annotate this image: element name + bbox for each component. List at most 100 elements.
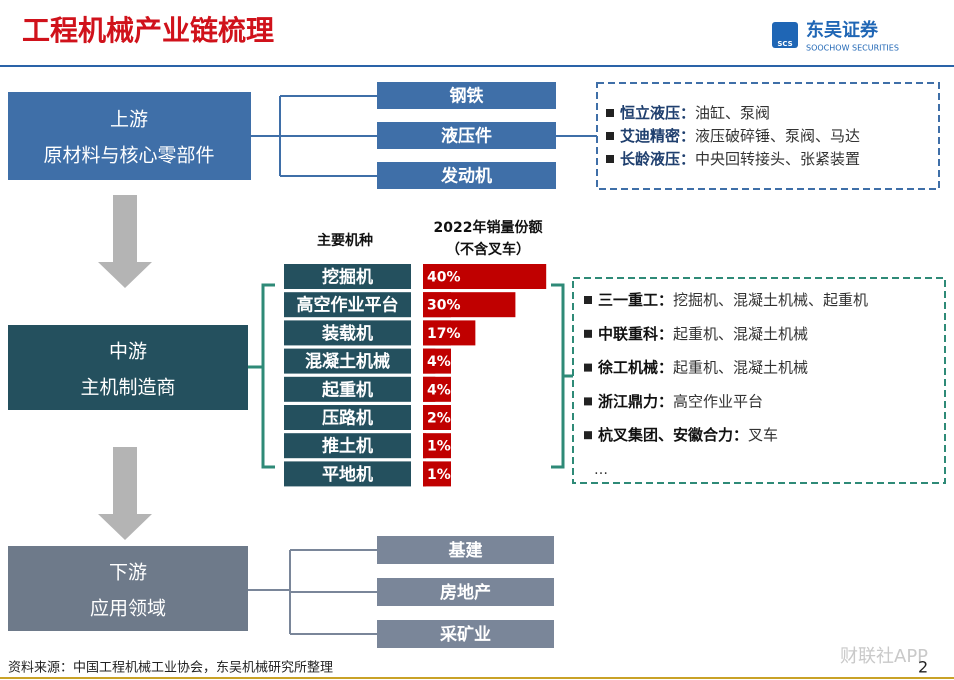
midstream-company: 三一重工：挖掘机、混凝土机械、起重机 bbox=[598, 291, 868, 309]
share-note: （不含叉车） bbox=[446, 241, 530, 258]
downstream-item-box bbox=[377, 620, 554, 648]
machine-label-box bbox=[284, 461, 411, 487]
downstream-connector bbox=[248, 549, 377, 635]
midstream-box bbox=[8, 325, 248, 410]
upstream-item: 钢铁 bbox=[450, 86, 484, 107]
upstream-company: 艾迪精密：液压破碎锤、泵阀、马达 bbox=[620, 127, 860, 145]
machine-label: 装载机 bbox=[321, 323, 373, 344]
bullet bbox=[606, 132, 614, 140]
machine-label: 挖掘机 bbox=[322, 267, 373, 288]
share-label-bg bbox=[423, 405, 451, 430]
share-title: 2022年销量份额 bbox=[434, 219, 543, 236]
bullet bbox=[584, 329, 592, 338]
upstream-company: 恒立液压：油缸、泵阀 bbox=[620, 104, 770, 122]
midstream-company: 徐工机械：起重机、混凝土机械 bbox=[597, 358, 808, 376]
machine-label-box bbox=[284, 433, 411, 459]
logo-icon bbox=[772, 22, 798, 48]
company-products: 液压破碎锤、泵阀、马达 bbox=[695, 127, 860, 145]
down-arrow bbox=[98, 195, 152, 288]
machine-label-box bbox=[284, 264, 411, 289]
machine-label-box bbox=[284, 405, 411, 430]
share-label: 17% bbox=[427, 326, 461, 342]
company-products: 叉车 bbox=[748, 426, 778, 444]
watermark: 财联社APP bbox=[840, 646, 928, 667]
bullet bbox=[584, 397, 592, 406]
column-header: 主要机种 bbox=[317, 232, 373, 249]
machine-label-box bbox=[284, 292, 411, 318]
share-label-bg bbox=[423, 433, 451, 459]
bullet bbox=[584, 296, 592, 304]
company-name: 长龄液压： bbox=[620, 150, 695, 168]
company-name: 中联重科： bbox=[598, 324, 673, 342]
share-label-bg bbox=[423, 376, 451, 402]
share-label: 4% bbox=[427, 354, 451, 370]
page-number: 2 bbox=[918, 658, 928, 677]
downstream-item-box bbox=[377, 536, 554, 564]
company-products: 挖掘机、混凝土机械、起重机 bbox=[673, 291, 868, 309]
midstream-company: 中联重科：起重机、混凝土机械 bbox=[598, 324, 808, 342]
downstream-subtitle: 应用领域 bbox=[90, 598, 166, 620]
midstream-company: 杭叉集团、安徽合力：叉车 bbox=[598, 426, 778, 444]
midstream-title: 中游 bbox=[109, 341, 147, 363]
share-label: 40% bbox=[427, 270, 461, 286]
company-products: 高空作业平台 bbox=[673, 392, 763, 410]
company-name: 杭叉集团、安徽合力： bbox=[598, 426, 748, 444]
slide-title: 工程机械产业链梳理 bbox=[22, 14, 274, 47]
machine-label: 高空作业平台 bbox=[297, 295, 399, 316]
machine-label-box bbox=[284, 348, 411, 374]
upstream-box bbox=[8, 92, 251, 180]
source-note: 资料来源：中国工程机械工业协会，东吴机械研究所整理 bbox=[8, 661, 333, 676]
downstream-item: 基建 bbox=[448, 540, 483, 561]
share-label-bg bbox=[423, 292, 451, 318]
machine-label-box bbox=[284, 376, 411, 402]
machine-label-box bbox=[284, 320, 411, 346]
downstream-item: 采矿业 bbox=[439, 624, 491, 645]
company-name: 徐工机械： bbox=[597, 358, 673, 376]
downstream-item: 房地产 bbox=[440, 582, 491, 603]
upstream-item-box bbox=[377, 122, 556, 149]
share-label: 4% bbox=[427, 382, 451, 398]
company-bracket bbox=[551, 283, 573, 469]
company-name: 三一重工： bbox=[598, 291, 673, 309]
logo-mark: SCS bbox=[777, 40, 792, 48]
machine-label: 平地机 bbox=[322, 464, 373, 485]
share-label: 2% bbox=[427, 411, 451, 427]
upstream-title: 上游 bbox=[110, 109, 148, 131]
machine-label: 混凝土机械 bbox=[305, 351, 390, 372]
company-name: 恒立液压： bbox=[620, 104, 695, 122]
down-arrow bbox=[98, 447, 152, 540]
midstream-subtitle: 主机制造商 bbox=[80, 377, 175, 399]
logo-text: 东吴证券 bbox=[806, 19, 879, 41]
machine-label: 推土机 bbox=[322, 436, 373, 457]
share-label-bg bbox=[423, 264, 451, 289]
upstream-item: 液压件 bbox=[441, 126, 492, 147]
bullet bbox=[606, 155, 614, 163]
share-label-bg bbox=[423, 461, 451, 487]
upstream-item: 发动机 bbox=[440, 166, 492, 187]
midstream-company-box bbox=[572, 277, 946, 484]
share-label: 30% bbox=[427, 298, 461, 314]
share-label-bg bbox=[423, 320, 451, 346]
upstream-connector bbox=[251, 95, 597, 177]
downstream-item-box bbox=[377, 578, 554, 606]
midstream-company: 浙江鼎力：高空作业平台 bbox=[598, 392, 763, 410]
upstream-item-box bbox=[377, 162, 556, 189]
logo-sub: SOOCHOW SECURITIES bbox=[806, 44, 899, 53]
bullet bbox=[584, 363, 592, 372]
downstream-title: 下游 bbox=[109, 562, 147, 584]
company-products: 中央回转接头、张紧装置 bbox=[695, 150, 860, 168]
company-name: 艾迪精密： bbox=[620, 127, 695, 145]
company-products: 起重机、混凝土机械 bbox=[673, 358, 808, 376]
bullet bbox=[606, 109, 614, 117]
upstream-item-box bbox=[377, 82, 556, 109]
more-indicator: … bbox=[594, 462, 608, 478]
machine-label: 压路机 bbox=[322, 408, 373, 429]
upstream-subtitle: 原材料与核心零部件 bbox=[43, 145, 214, 167]
upstream-company-box bbox=[596, 82, 940, 190]
share-label: 1% bbox=[427, 467, 451, 483]
share-label-bg bbox=[423, 348, 451, 374]
machine-label: 起重机 bbox=[321, 379, 373, 400]
company-products: 起重机、混凝土机械 bbox=[673, 324, 808, 342]
bullet bbox=[584, 431, 592, 440]
